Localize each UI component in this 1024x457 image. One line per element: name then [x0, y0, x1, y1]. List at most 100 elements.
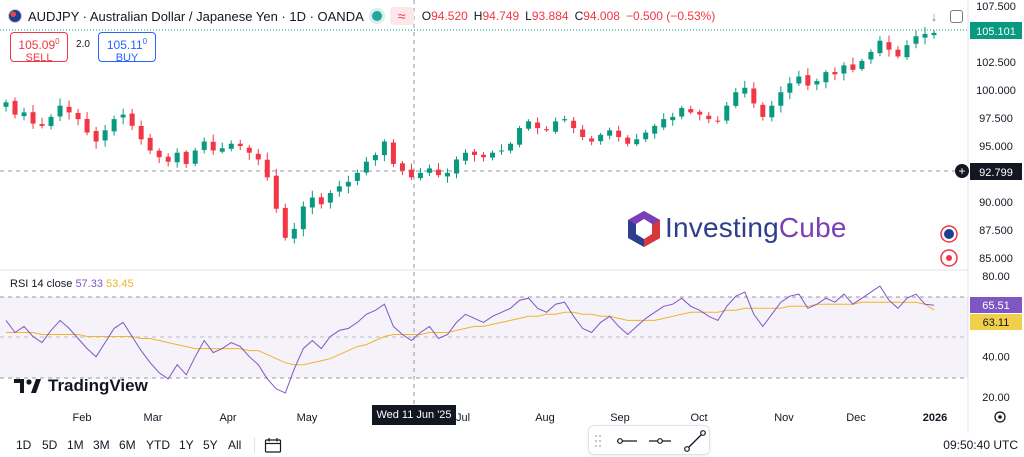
sell-label: SELL	[25, 52, 53, 64]
candle-body	[273, 175, 279, 209]
tradingview-logo[interactable]: TradingView	[14, 376, 148, 396]
rsi-line	[5, 285, 935, 394]
candle-body	[129, 113, 135, 126]
toolbar-divider	[254, 437, 255, 453]
candle-body	[562, 119, 568, 121]
candle-body	[309, 197, 315, 208]
candle-body	[571, 120, 577, 129]
price-tick-label: 107.500	[976, 1, 1016, 13]
candle-body	[607, 130, 613, 136]
price-tick-label: 100.000	[976, 85, 1016, 97]
price-axis[interactable]: 107.500102.500100.00097.50095.00092.5009…	[976, 1, 1016, 265]
candle-body	[363, 161, 369, 173]
investingcube-watermark: InvestingCube	[665, 212, 847, 243]
ohlc-high: H94.749	[473, 9, 520, 23]
price-tick-label: 97.500	[979, 113, 1013, 125]
candle-body	[426, 168, 432, 173]
candle-body	[760, 104, 766, 117]
candle-body	[751, 88, 757, 104]
candle-body	[237, 143, 243, 146]
candle-body	[895, 49, 901, 57]
candle-body	[904, 45, 910, 58]
timeframe-5d[interactable]: 5D	[42, 438, 58, 452]
date-range-icon[interactable]	[264, 437, 282, 453]
time-tick-label: May	[297, 412, 318, 424]
settings-gear-icon[interactable]	[994, 411, 1006, 423]
time-tick-label: Mar	[144, 412, 163, 424]
time-tick-label: Sep	[610, 412, 630, 424]
clock[interactable]: 09:50:40 UTC	[943, 438, 1018, 452]
candle-body	[102, 130, 108, 141]
timeframe-ytd[interactable]: YTD	[146, 438, 170, 452]
candle-body	[805, 75, 811, 86]
candle-body	[111, 119, 117, 132]
candle-body	[3, 102, 9, 107]
candle-body	[508, 143, 514, 151]
crosshair-date-label: Wed 11 Jun '25	[372, 405, 456, 425]
rsi-axis[interactable]: 80.00 40.00 20.00	[982, 271, 1010, 404]
jpy-flag-fill	[946, 255, 952, 261]
time-axis[interactable]: Feb Mar Apr May Jul Aug Sep Oct Nov Dec 2026	[73, 412, 948, 424]
timeframe-1d[interactable]: 1D	[16, 438, 32, 452]
candle-body	[598, 134, 604, 142]
timeframe-3m[interactable]: 3M	[93, 438, 110, 452]
drawing-toolbar-icons	[595, 430, 706, 452]
candle-body	[679, 107, 685, 117]
rsi-title[interactable]: RSI 14 close	[10, 278, 73, 290]
candle-body	[778, 92, 784, 106]
time-tick-label: Dec	[846, 412, 866, 424]
candle-body	[859, 60, 865, 69]
market-status-badge[interactable]: ≈	[389, 7, 414, 25]
candle-body	[192, 150, 198, 164]
fullscreen-icon[interactable]	[950, 10, 963, 23]
candle-body	[30, 112, 36, 124]
candle-body	[219, 148, 225, 152]
timeframe-1m[interactable]: 1M	[67, 438, 84, 452]
candle-body	[408, 169, 414, 178]
candle-body	[841, 65, 847, 74]
candle-body	[75, 112, 81, 120]
buy-button[interactable]: 105.110 BUY	[98, 32, 156, 64]
symbol-title[interactable]: AUDJPY · Australian Dollar / Japanese Ye…	[28, 8, 364, 24]
add-alert-icon[interactable]	[955, 164, 969, 178]
time-tick-label: Feb	[73, 412, 92, 424]
timeframe-all[interactable]: All	[228, 438, 242, 452]
timeframe-6m[interactable]: 6M	[119, 438, 136, 452]
candle-body	[462, 152, 468, 161]
candle-body	[796, 76, 802, 84]
candle-body	[39, 124, 45, 126]
candle-body	[589, 138, 595, 142]
candle-body	[535, 122, 541, 129]
time-tick-label: Aug	[535, 412, 555, 424]
timeframe-1y[interactable]: 1Y	[179, 438, 194, 452]
price-change: −0.500 (−0.53%)	[625, 9, 716, 23]
candle-body	[381, 141, 387, 156]
rsi-lines-group	[5, 285, 935, 394]
candle-body	[697, 111, 703, 115]
candle-body	[120, 114, 126, 118]
candle-body	[787, 83, 793, 93]
horizontal-ray-icon[interactable]	[617, 438, 637, 444]
tradingview-logo-icon	[14, 379, 41, 393]
candle-body	[453, 159, 459, 174]
candle-body	[625, 137, 631, 144]
candle-body	[634, 139, 640, 145]
drag-handle-icon[interactable]	[595, 435, 601, 447]
trend-line-icon[interactable]	[684, 430, 706, 452]
download-icon[interactable]: ↓	[930, 9, 938, 24]
candle-body	[327, 193, 333, 203]
candle-body	[21, 112, 27, 117]
rsi-tick-label: 80.00	[982, 271, 1010, 283]
chart-legend: AUDJPY · Australian Dollar / Japanese Ye…	[8, 6, 715, 26]
horizontal-line-icon[interactable]	[649, 438, 671, 444]
time-tick-label: Nov	[774, 412, 794, 424]
candle-body	[733, 92, 739, 106]
rsi-last-tag	[970, 297, 1022, 313]
rsi-ma-last-label: 63.11	[983, 317, 1010, 329]
timeframe-5y[interactable]: 5Y	[203, 438, 218, 452]
candle-body	[156, 150, 162, 158]
candle-body	[724, 105, 730, 121]
candles-group	[3, 27, 937, 244]
sell-button[interactable]: 105.090 SELL	[10, 32, 68, 64]
